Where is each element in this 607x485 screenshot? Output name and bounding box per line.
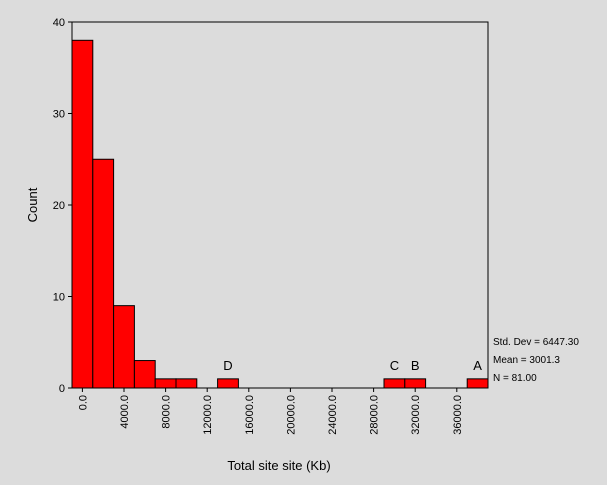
x-tick-label: 32000.0 (410, 395, 422, 435)
histogram-bar (71, 39, 94, 389)
x-tick-label: 28000.0 (369, 395, 381, 435)
stat-mean: Mean = 3001.3 (493, 355, 560, 366)
y-tick-label: 40 (53, 17, 65, 29)
histogram-bar (154, 378, 177, 389)
x-axis-title: Total site site (Kb) (227, 458, 330, 473)
x-tick-label: 36000.0 (452, 395, 464, 435)
histogram-bar (404, 378, 427, 389)
y-tick-label: 10 (53, 292, 65, 304)
stat-n: N = 81.00 (493, 373, 537, 384)
y-axis-title: Count (25, 187, 40, 222)
annotation-label: D (223, 358, 232, 373)
annotation-label: A (473, 358, 482, 373)
histogram-bar (175, 378, 198, 389)
y-tick-label: 0 (59, 383, 65, 395)
x-tick-label: 0.0 (77, 395, 89, 410)
annotation-label: B (411, 358, 420, 373)
y-tick-label: 30 (53, 109, 65, 121)
histogram-bar (113, 305, 135, 389)
stat-std-dev: Std. Dev = 6447.30 (493, 337, 579, 348)
x-tick-label: 4000.0 (119, 395, 131, 429)
x-tick-label: 12000.0 (202, 395, 214, 435)
bars-group (71, 39, 489, 389)
histogram-bar (466, 378, 489, 389)
x-tick-label: 24000.0 (327, 395, 339, 435)
x-tick-label: 16000.0 (244, 395, 256, 435)
x-axis: 0.0 4000.0 8000.0 12000.0 16000.0 20000.0 2400… (77, 388, 464, 435)
x-tick-label: 20000.0 (285, 395, 297, 435)
histogram-bar (92, 158, 115, 389)
annotation-label: C (390, 358, 399, 373)
histogram-bar (383, 378, 406, 389)
histogram-bar (133, 360, 156, 389)
histogram-bar (217, 378, 239, 389)
y-tick-label: 20 (53, 200, 65, 212)
x-tick-label: 8000.0 (161, 395, 173, 429)
y-axis: 0 10 20 30 40 (53, 17, 72, 395)
